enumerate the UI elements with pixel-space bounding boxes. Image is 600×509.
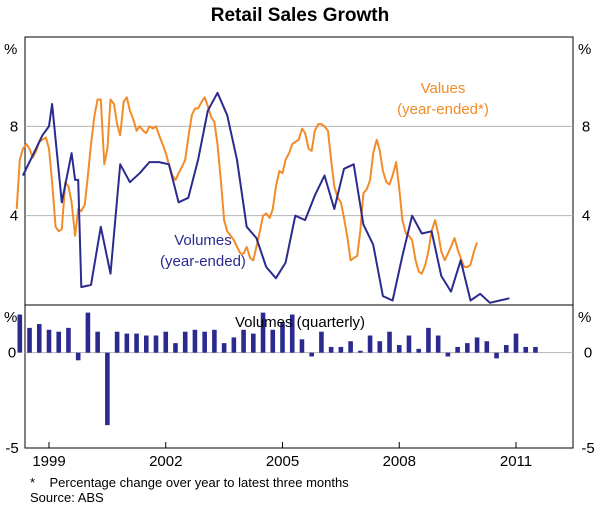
quarterly-bar — [358, 350, 363, 353]
quarterly-bar — [484, 341, 490, 353]
quarterly-bar — [426, 327, 431, 353]
quarterly-bar — [95, 331, 100, 353]
volumes-series-line — [22, 91, 510, 304]
quarterly-bar — [309, 352, 314, 357]
quarterly-bar — [338, 346, 344, 353]
quarterly-bar — [182, 331, 188, 353]
bottom-right-tick-label: -5 — [581, 440, 594, 457]
footnote: * Percentage change over year to latest … — [30, 475, 349, 491]
quarterly-bar — [56, 331, 62, 353]
top-panel-frame — [24, 36, 574, 306]
quarterly-bar — [406, 335, 412, 353]
quarterly-bar — [465, 343, 470, 353]
quarterly-bar — [36, 324, 42, 353]
quarterly-bar — [75, 352, 81, 361]
top-right-tick-label: 8 — [582, 118, 590, 135]
quarterly-bar — [134, 333, 139, 353]
chart-title: Retail Sales Growth — [211, 5, 389, 26]
quarterly-bar — [445, 352, 451, 357]
quarterly-bar — [163, 331, 169, 353]
top-left-unit-label: % — [4, 41, 17, 58]
bottom-panel-frame — [24, 304, 574, 449]
quarterly-bar — [455, 346, 460, 353]
source-note: Source: ABS — [30, 490, 104, 505]
values-series-line — [15, 96, 479, 275]
quarterly-bar — [435, 335, 441, 353]
x-tick-label: 2011 — [500, 453, 532, 470]
quarterly-bar — [319, 331, 324, 353]
quarterly-bar — [221, 343, 227, 353]
quarterly-bar — [212, 329, 217, 353]
x-tick-label: 2008 — [383, 453, 416, 470]
quarterly-bar — [387, 331, 392, 353]
quarterly-bar — [260, 312, 266, 353]
quarterly-bar — [66, 327, 71, 353]
top-left-tick-label: 4 — [10, 208, 18, 225]
quarterly-bar — [85, 312, 91, 353]
quarterly-bar — [289, 314, 295, 353]
quarterly-bar — [523, 346, 529, 353]
quarterly-bar — [202, 331, 207, 353]
quarterly-bar — [299, 339, 305, 353]
footnote-text: Percentage change over year to latest th… — [49, 475, 349, 490]
quarterly-bar — [348, 341, 353, 353]
bottom-left-tick-label: -5 — [5, 440, 18, 457]
quarterly-bar — [153, 335, 159, 353]
quarterly-bar — [46, 329, 52, 353]
quarterly-bar — [367, 335, 373, 353]
values-series-sublabel: (year-ended*) — [397, 101, 489, 118]
bottom-panel-title: Volumes (quarterly) — [235, 314, 365, 331]
quarterly-bar — [503, 345, 509, 353]
quarterly-bar — [143, 335, 149, 353]
quarterly-bar — [192, 329, 198, 353]
quarterly-bar — [533, 346, 538, 353]
quarterly-bar — [270, 329, 276, 353]
quarterly-bar — [241, 329, 246, 353]
quarterly-bar — [124, 333, 130, 353]
quarterly-bar — [105, 352, 110, 426]
quarterly-bar — [513, 333, 519, 353]
quarterly-bar — [251, 333, 256, 353]
bottom-left-unit-label: % — [4, 309, 17, 326]
quarterly-bar — [474, 337, 480, 353]
quarterly-bar — [377, 341, 383, 353]
bottom-right-tick-label: 0 — [584, 345, 592, 362]
bottom-left-tick-label: 0 — [8, 345, 16, 362]
quarterly-bar — [27, 327, 32, 353]
quarterly-bar — [416, 348, 422, 353]
quarterly-bar — [17, 314, 23, 353]
top-left-tick-label: 8 — [10, 118, 18, 135]
volumes-series-label: Volumes — [174, 232, 232, 249]
volumes-series-sublabel: (year-ended) — [160, 253, 246, 270]
quarterly-bar — [396, 345, 402, 353]
x-tick-label: 2002 — [149, 453, 182, 470]
quarterly-bar — [114, 331, 120, 353]
quarterly-bar — [494, 352, 499, 359]
top-right-tick-label: 4 — [582, 208, 590, 225]
quarterly-bar — [280, 322, 285, 353]
x-tick-label: 1999 — [32, 453, 65, 470]
footnote-marker: * — [30, 475, 36, 490]
quarterly-bar — [231, 337, 237, 353]
values-series-label: Values — [421, 80, 466, 97]
quarterly-bar — [173, 343, 178, 353]
top-right-unit-label: % — [578, 41, 591, 58]
x-tick-label: 2005 — [266, 453, 299, 470]
bottom-right-unit-label: % — [578, 309, 591, 326]
quarterly-bar — [328, 346, 334, 353]
